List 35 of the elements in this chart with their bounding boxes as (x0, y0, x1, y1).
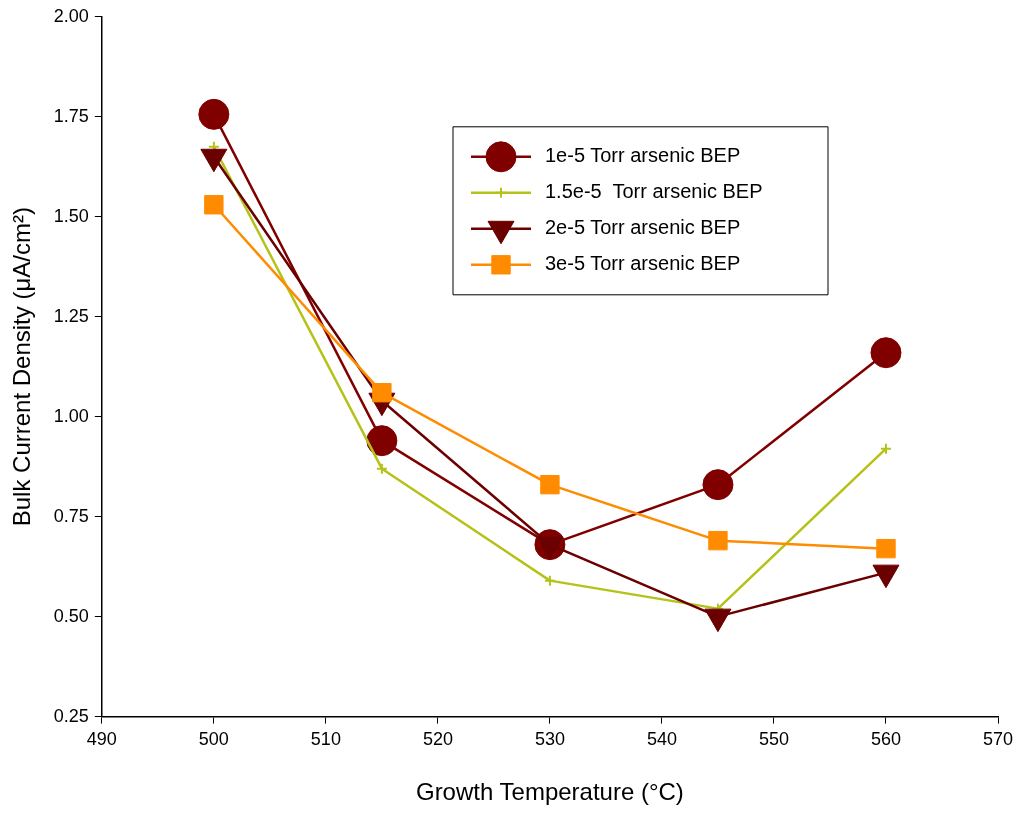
x-tick-label: 490 (86, 729, 117, 750)
y-tick-label: 0.75 (53, 505, 89, 526)
x-tick-label: 530 (534, 729, 565, 750)
point (702, 469, 734, 501)
point (375, 462, 388, 475)
legend-label: 1e-5 Torr arsenic BEP (545, 144, 741, 167)
y-tick-label: 0.25 (53, 705, 89, 726)
x-tick-label: 520 (422, 729, 453, 750)
x-tick-label: 550 (758, 729, 789, 750)
y-tick-label: 1.50 (53, 205, 89, 226)
point (204, 195, 224, 215)
point (876, 538, 896, 559)
y-axis-title: Bulk Current Density (μA/cm²) (8, 207, 36, 527)
x-tick-label: 540 (646, 729, 677, 750)
x-tick-label: 560 (870, 729, 901, 750)
legend-label: 1.5e-5 Torr arsenic BEP (545, 180, 763, 203)
point (198, 98, 230, 130)
x-tick-label: 500 (198, 729, 229, 750)
y-tick-label: 1.75 (53, 105, 89, 126)
point (366, 425, 398, 457)
legend-label: 3e-5 Torr arsenic BEP (545, 252, 741, 275)
y-tick-label: 1.00 (53, 405, 89, 426)
point (879, 442, 892, 455)
point (540, 474, 560, 495)
y-tick-label: 2.00 (53, 5, 89, 26)
point (372, 383, 392, 403)
y-tick-label: 0.50 (53, 605, 89, 626)
point (870, 337, 902, 369)
y-tick-label: 1.25 (53, 305, 89, 326)
point (543, 574, 556, 587)
x-tick-label: 570 (982, 729, 1014, 750)
x-axis-title: Growth Temperature (°C) (415, 778, 684, 806)
legend-label: 2e-5 Torr arsenic BEP (545, 216, 741, 239)
point (708, 530, 728, 551)
x-tick-label: 510 (310, 729, 341, 750)
